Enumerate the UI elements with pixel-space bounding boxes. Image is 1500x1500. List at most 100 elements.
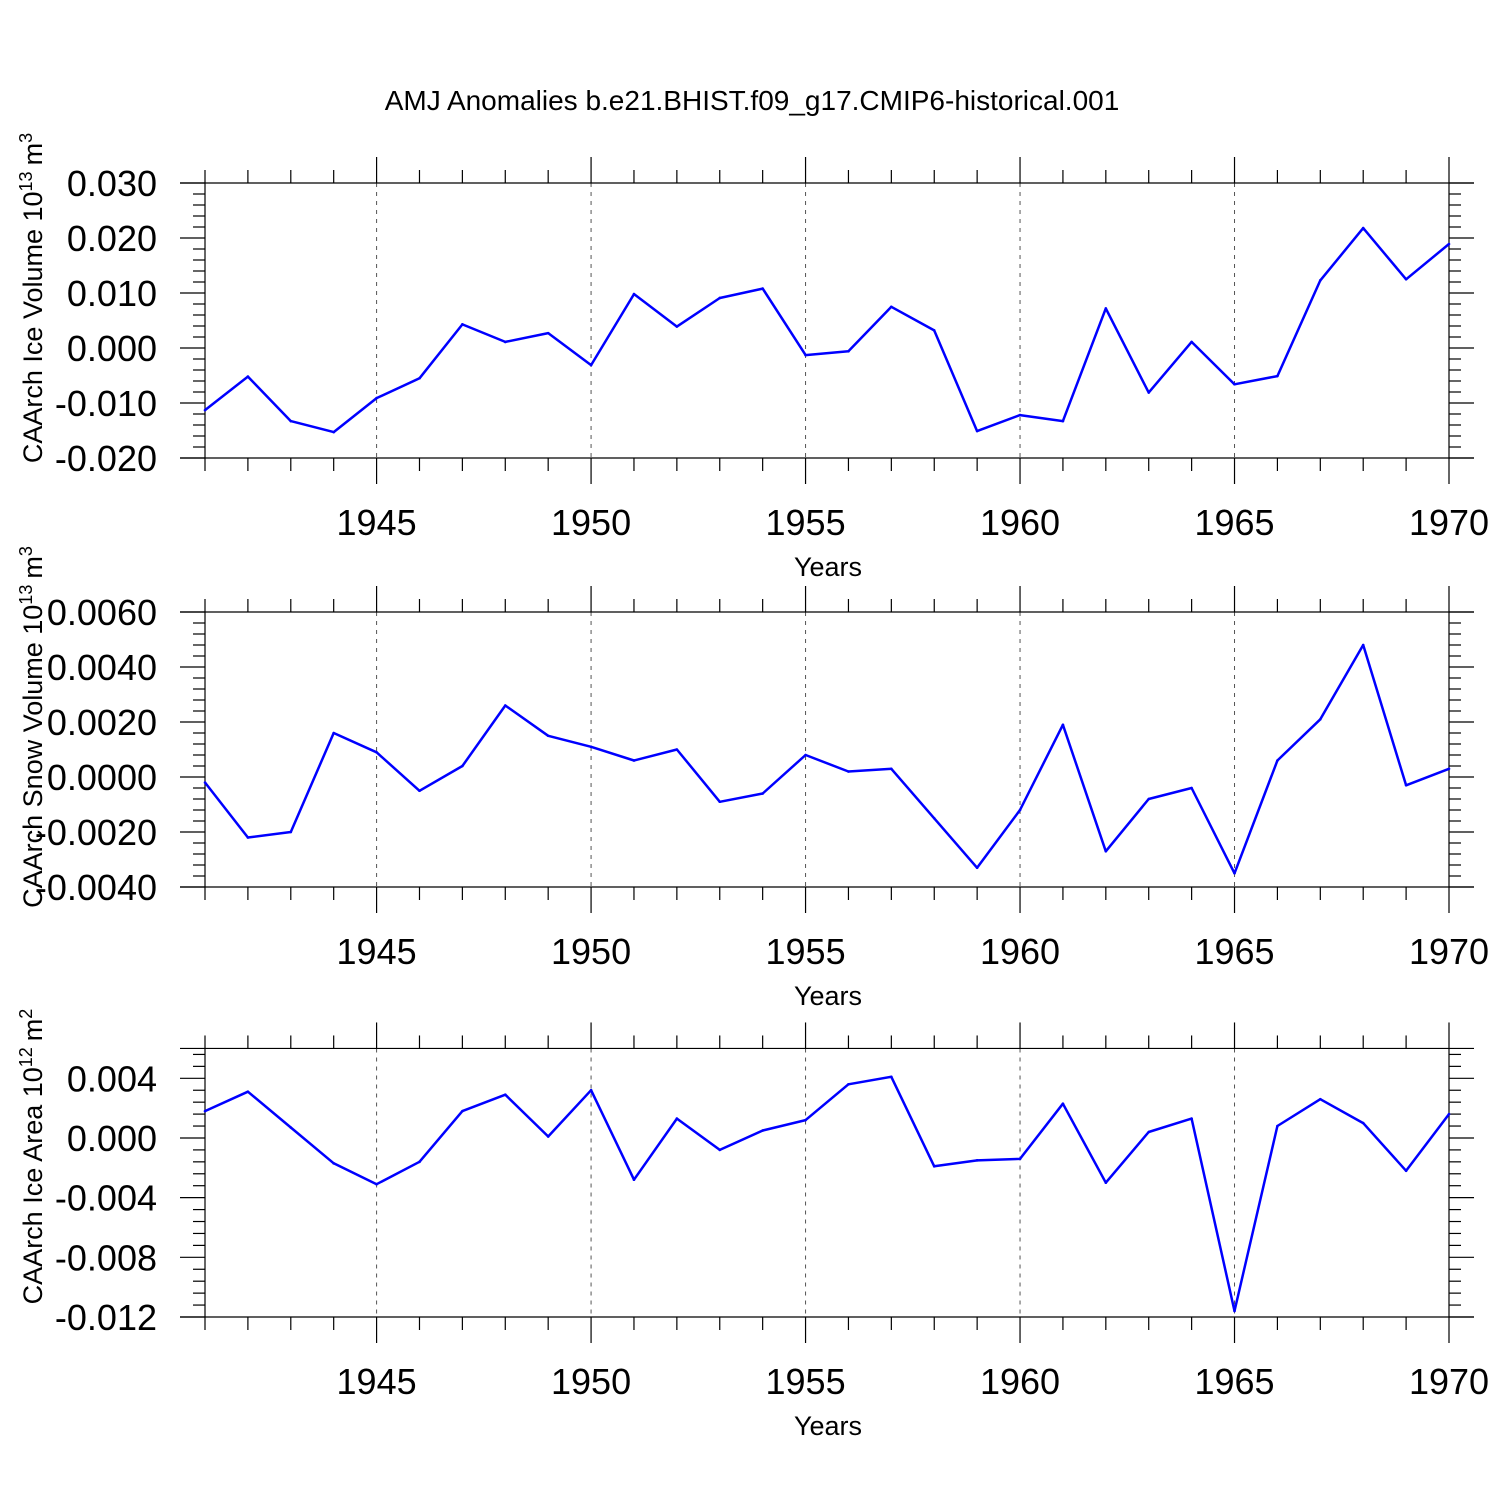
x-tick-label-1965: 1965 [1194, 1361, 1274, 1402]
data-point-1943 [289, 830, 293, 834]
data-point-1941 [203, 781, 207, 784]
data-point-1961 [1061, 1102, 1065, 1105]
data-point-1944 [332, 731, 335, 735]
y-axis-label: CAArch Snow Volume 1013 m3 [16, 546, 48, 908]
data-point-1948 [503, 340, 507, 344]
data-point-1947 [461, 764, 464, 768]
data-point-1941 [203, 408, 207, 412]
data-point-1950 [589, 745, 593, 749]
data-point-1961 [1061, 419, 1065, 423]
data-point-1967 [1319, 279, 1322, 282]
x-tick-label-1955: 1955 [766, 1361, 846, 1402]
data-point-1956 [847, 1082, 850, 1086]
data-point-1961 [1061, 723, 1065, 727]
data-point-1968 [1361, 643, 1365, 647]
data-point-1967 [1319, 717, 1322, 721]
data-point-1970 [1447, 242, 1451, 246]
x-axis-label: Years [794, 1411, 862, 1441]
data-point-1964 [1190, 786, 1193, 790]
x-tick-label-1950: 1950 [551, 502, 631, 543]
data-point-1942 [246, 1090, 250, 1094]
data-point-1956 [847, 770, 850, 773]
y-axis-label-text: CAArch Ice Volume 10 [18, 191, 48, 463]
data-point-1967 [1319, 1097, 1322, 1101]
series-line-1 [204, 1075, 1450, 1313]
y-axis-label: CAArch Ice Area 1012 m2 [16, 1009, 48, 1305]
data-point-1968 [1361, 1121, 1365, 1125]
y-tick-label: -0.0020 [35, 812, 157, 853]
data-point-1968 [1361, 226, 1365, 230]
data-point-1942 [246, 836, 250, 839]
data-point-1964 [1190, 1117, 1193, 1120]
data-point-1944 [332, 1162, 335, 1165]
y-tick-label: 0.000 [67, 1118, 157, 1159]
y-tick-label: -0.0040 [35, 867, 157, 908]
y-axis-label-exponent: 12 [16, 1047, 36, 1067]
data-point-1950 [589, 363, 593, 367]
x-tick-label-1945: 1945 [337, 931, 417, 972]
data-point-1965 [1233, 1309, 1236, 1313]
data-point-1959 [975, 429, 979, 433]
data-point-1953 [718, 800, 722, 804]
data-point-1949 [546, 734, 550, 738]
data-point-1963 [1147, 797, 1151, 801]
x-axis-label: Years [794, 981, 862, 1011]
data-point-1948 [503, 704, 507, 707]
data-point-1957 [890, 767, 893, 771]
data-point-1952 [675, 748, 679, 751]
data-point-1954 [761, 792, 764, 795]
y-axis-label-exponent: 13 [16, 171, 36, 191]
data-point-1951 [632, 1178, 636, 1182]
data-point-1951 [632, 759, 636, 762]
x-tick-label-1960: 1960 [980, 502, 1060, 543]
data-point-1958 [932, 1165, 936, 1168]
y-tick-label: 0.0000 [47, 757, 157, 798]
data-point-1948 [503, 1093, 507, 1097]
data-point-1957 [890, 1075, 893, 1079]
data-point-1964 [1190, 340, 1193, 344]
data-point-1946 [418, 789, 421, 793]
y-tick-label: 0.004 [67, 1058, 157, 1099]
data-point-1950 [589, 1088, 593, 1092]
data-point-1954 [761, 287, 764, 290]
data-point-1959 [975, 1159, 979, 1162]
data-point-1960 [1018, 413, 1022, 417]
data-point-1952 [675, 1117, 679, 1120]
data-point-1960 [1018, 1157, 1022, 1161]
data-point-1955 [804, 353, 807, 357]
x-tick-label-1945: 1945 [337, 1361, 417, 1402]
data-point-1955 [804, 753, 807, 757]
x-tick-label-1970: 1970 [1409, 502, 1489, 543]
data-point-1955 [804, 1118, 807, 1122]
y-axis-label-unit: m [18, 556, 48, 579]
data-point-1969 [1404, 277, 1408, 281]
data-point-1970 [1447, 1112, 1451, 1116]
data-point-1960 [1018, 808, 1022, 812]
y-tick-label: -0.010 [55, 383, 157, 424]
y-tick-label: 0.030 [67, 163, 157, 204]
y-tick-label: 0.0040 [47, 647, 157, 688]
data-point-1965 [1233, 383, 1236, 386]
y-tick-label: -0.012 [55, 1297, 157, 1338]
data-point-1966 [1276, 759, 1279, 762]
data-point-1943 [289, 419, 293, 423]
data-point-1946 [418, 1160, 421, 1164]
y-tick-label: 0.020 [67, 218, 157, 259]
data-point-1963 [1147, 1130, 1151, 1134]
data-point-1952 [675, 325, 679, 328]
chart-title: AMJ Anomalies b.e21.BHIST.f09_g17.CMIP6-… [385, 85, 1120, 116]
y-tick-label: 0.000 [67, 328, 157, 369]
series-line-1 [204, 226, 1450, 434]
y-tick-label: 0.0020 [47, 702, 157, 743]
data-point-1951 [632, 292, 636, 296]
data-point-1949 [546, 331, 550, 335]
data-point-1953 [718, 1148, 722, 1152]
panel-1: 1945 1950 1955 1960 1965 1970 -0.020 -0.010 0.00… [16, 133, 1489, 582]
y-tick-label: 0.010 [67, 273, 157, 314]
panel-3: 1945 1950 1955 1960 1965 1970 -0.012 -0.008 -0.0… [16, 1009, 1489, 1441]
data-point-1945 [375, 396, 378, 400]
data-point-1965 [1233, 871, 1236, 875]
data-point-1945 [375, 750, 378, 754]
y-axis-label-text: CAArch Ice Area 10 [18, 1067, 48, 1304]
y-axis-label-unit-exponent: 3 [16, 546, 36, 556]
